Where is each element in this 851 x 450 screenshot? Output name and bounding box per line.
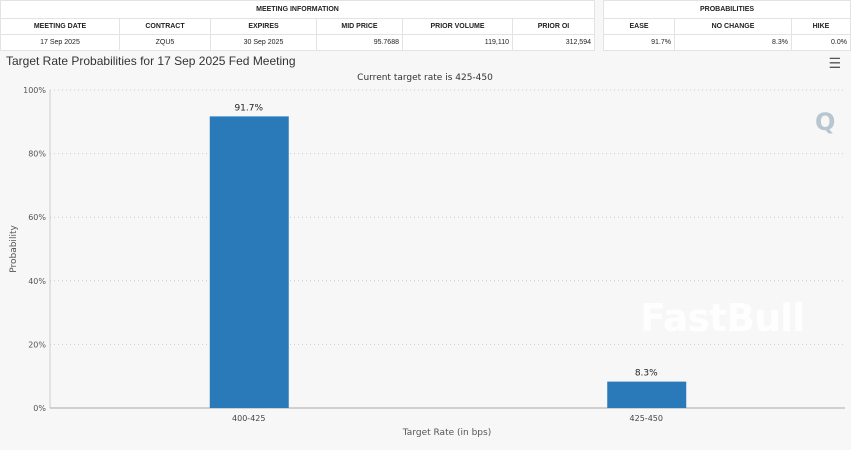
probabilities-table: PROBABILITIES EASE NO CHANGE HIKE 91.7% … bbox=[603, 0, 851, 51]
cell-prior-oi: 312,594 bbox=[512, 34, 595, 51]
chart-title: Target Rate Probabilities for 17 Sep 202… bbox=[6, 54, 296, 68]
y-axis-label: Probability bbox=[9, 225, 19, 273]
q-logo-icon: Q bbox=[815, 108, 835, 136]
meeting-info-table: MEETING INFORMATION MEETING DATE CONTRAC… bbox=[0, 0, 595, 51]
table-row: 17 Sep 2025 ZQU5 30 Sep 2025 95.7688 119… bbox=[0, 34, 595, 51]
bar bbox=[209, 116, 289, 409]
bar bbox=[607, 381, 687, 408]
cell-mid-price: 95.7688 bbox=[316, 34, 403, 51]
data-label: 8.3% bbox=[635, 369, 658, 379]
cell-hike: 0.0% bbox=[791, 34, 851, 51]
y-tick-label: 0% bbox=[33, 404, 46, 413]
y-tick-label: 40% bbox=[28, 277, 46, 286]
x-tick-label: 400-425 bbox=[232, 414, 265, 423]
y-tick-label: 60% bbox=[28, 213, 46, 222]
chart-subtitle: Current target rate is 425-450 bbox=[357, 73, 493, 83]
svg-text:Q: Q bbox=[815, 108, 835, 136]
table-row: 91.7% 8.3% 0.0% bbox=[603, 34, 851, 51]
y-tick-label: 100% bbox=[23, 86, 46, 95]
fastbull-watermark: FastBull bbox=[640, 296, 805, 340]
x-axis-label: Target Rate (in bps) bbox=[402, 428, 491, 438]
x-tick-label: 425-450 bbox=[630, 414, 663, 423]
y-tick-label: 20% bbox=[28, 340, 46, 349]
cell-prior-volume: 119,110 bbox=[402, 34, 513, 51]
y-tick-label: 80% bbox=[28, 150, 46, 159]
hamburger-menu-icon[interactable]: ☰ bbox=[828, 56, 841, 72]
data-label: 91.7% bbox=[234, 103, 263, 113]
